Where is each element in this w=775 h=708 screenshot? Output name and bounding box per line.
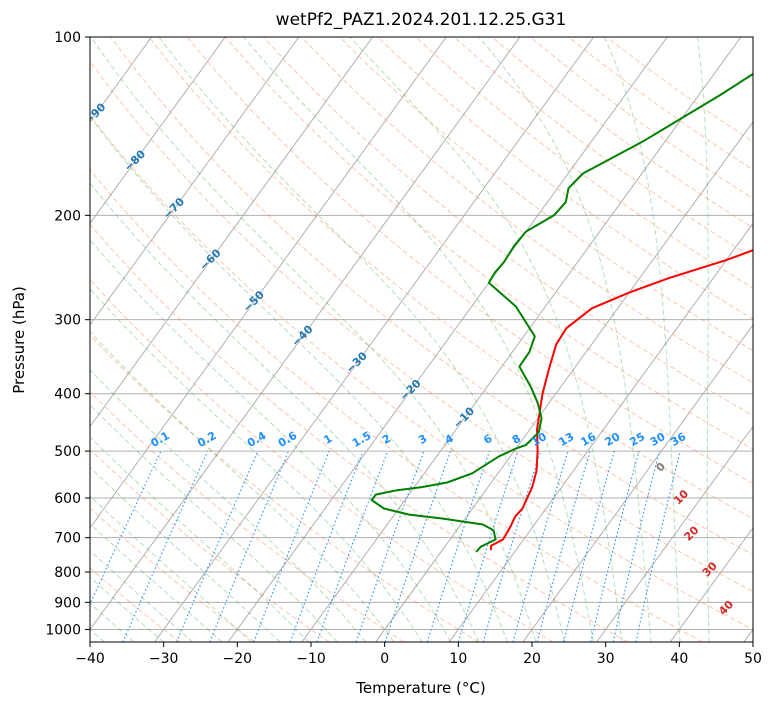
dry-adiabat-line (90, 567, 181, 642)
chart-title: wetPf2_PAZ1.2024.201.12.25.G31 (276, 10, 567, 30)
y-tick-label: 500 (54, 444, 81, 460)
mixing-ratio-line (635, 450, 681, 642)
dry-adiabat-line (90, 223, 629, 642)
axes: −40 −30 −20 −10 0 10 20 30 40 50 100 200 300 400 500 60… (45, 30, 762, 667)
isotherm-line (90, 37, 447, 529)
moist-adiabat-line (243, 37, 594, 642)
isotherm-line (522, 324, 753, 642)
y-tick-label: 400 (54, 387, 81, 403)
mixing-ratio-line (512, 450, 569, 642)
moist-adiabat-line (90, 404, 338, 642)
x-tick-label: 30 (597, 651, 615, 667)
dry-adiabat-line (90, 114, 753, 630)
dry-adiabat-line (301, 37, 753, 384)
background-lines (90, 37, 753, 642)
moist-adiabat-line (158, 37, 565, 642)
isotherm-line (90, 37, 373, 428)
y-tick-label: 100 (54, 30, 81, 46)
x-tick-label: −20 (223, 651, 253, 667)
mixing-ratio-line (122, 450, 209, 642)
mixing-ratio-line (482, 450, 542, 642)
y-tick-label: 700 (54, 531, 81, 547)
isotherm-line (90, 37, 521, 631)
y-tick-label: 300 (54, 313, 81, 329)
isotherm-line (90, 37, 300, 326)
dewpoint-profile-line (370, 72, 753, 553)
y-tick-label: 900 (54, 595, 81, 611)
dry-adiabat-line (377, 37, 753, 320)
dry-adiabat-line (90, 60, 753, 593)
moist-adiabat-line (90, 182, 480, 642)
mixing-ratio-line (590, 450, 640, 642)
y-tick-label: 200 (54, 208, 81, 224)
x-tick-label: −40 (75, 651, 105, 667)
moist-adiabat-line (90, 115, 508, 642)
x-axis-title: Temperature (°C) (355, 679, 485, 697)
mixing-ratio-line (316, 450, 389, 642)
y-axis-title: Pressure (hPa) (10, 286, 28, 394)
y-tick-label: 600 (54, 491, 81, 507)
mixing-ratio-line (384, 450, 452, 642)
mixing-ratio-line (176, 450, 259, 642)
x-tick-label: −30 (149, 651, 179, 667)
moist-adiabat-line (90, 369, 367, 642)
x-tick-label: 40 (670, 651, 688, 667)
dry-adiabat-line (90, 278, 554, 642)
x-tick-label: 50 (744, 651, 762, 667)
moist-adiabat-line (349, 37, 623, 642)
y-tick-label: 800 (54, 565, 81, 581)
moist-adiabat-line (90, 436, 310, 642)
moist-adiabat-line (478, 37, 652, 642)
moist-adiabat-line (90, 330, 395, 642)
moist-adiabat-line (90, 288, 423, 642)
dry-adiabat-line (224, 37, 753, 450)
y-tick-label: 1000 (45, 622, 81, 638)
isotherm-line (227, 37, 668, 642)
dry-adiabat-line (110, 37, 753, 556)
x-tick-label: 0 (380, 651, 389, 667)
isotherm-line (90, 37, 226, 225)
isotherm-line (669, 527, 753, 642)
isotherm-line (448, 222, 753, 642)
isotherm-line (154, 37, 594, 642)
dry-adiabat-line (90, 168, 703, 642)
dry-adiabat-line (339, 37, 753, 352)
mixing-ratio-line (536, 450, 591, 642)
mixing-ratio-line (253, 450, 330, 642)
moist-adiabat-line (90, 239, 452, 642)
isotherm-line (301, 37, 742, 642)
mixing-ratio-line (209, 450, 290, 642)
x-tick-label: 20 (523, 651, 541, 667)
x-tick-label: −10 (296, 651, 326, 667)
mixing-ratio-line (612, 450, 661, 642)
isotherm-line (375, 121, 753, 642)
mixing-ratio-line (426, 450, 490, 642)
temperature-profile-line (489, 249, 753, 551)
x-tick-label: 10 (449, 651, 467, 667)
mixing-ratio-line (457, 450, 519, 642)
dry-adiabat-line (186, 37, 753, 485)
isotherm-line (596, 425, 753, 642)
mixing-ratio-line (355, 450, 425, 642)
moist-adiabat-line (90, 37, 537, 642)
dry-adiabat-line (90, 391, 405, 642)
mixing-ratio-line (289, 450, 364, 642)
profile-lines (370, 72, 753, 553)
plot-frame (89, 36, 754, 643)
mixing-ratio-line (563, 450, 615, 642)
moist-adiabat-line (697, 37, 710, 642)
